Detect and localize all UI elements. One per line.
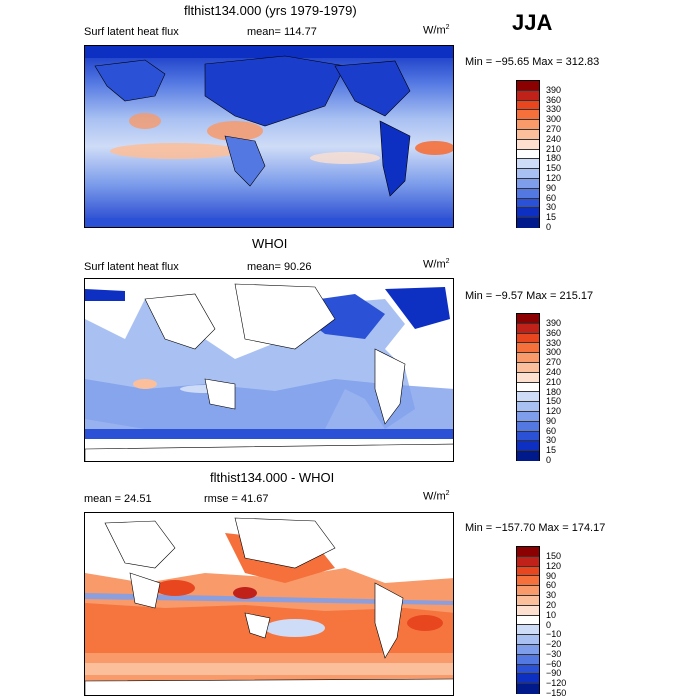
panel2-tick: 270 <box>546 357 562 367</box>
panel1-title: flthist134.000 (yrs 1979-1979) <box>184 3 357 18</box>
panel2-map <box>84 278 454 462</box>
panel3-minmax: Min = −157.70 Max = 174.17 <box>465 522 606 534</box>
panel3-mean-label: mean = 24.51 <box>84 493 152 505</box>
panel3-tick: 10 <box>546 610 557 620</box>
panel1-tick: 360 <box>546 95 562 105</box>
panel1-tick: 210 <box>546 144 562 154</box>
panel1-tick: 15 <box>546 212 557 222</box>
panel1-tick: 330 <box>546 104 562 114</box>
panel1-minmax: Min = −95.65 Max = 312.83 <box>465 56 600 68</box>
panel2-tick: 240 <box>546 367 562 377</box>
panel3-tick: −150 <box>546 688 567 698</box>
panel2-tick: 360 <box>546 328 562 338</box>
panel1-field-label: Surf latent heat flux <box>84 26 179 38</box>
panel3-tick: −90 <box>546 668 562 678</box>
panel1-tick: 390 <box>546 85 562 95</box>
panel1-tick: 120 <box>546 173 562 183</box>
panel1-tick: 60 <box>546 193 557 203</box>
panel2-minmax: Min = −9.57 Max = 215.17 <box>465 290 594 302</box>
panel3-tick: −120 <box>546 678 567 688</box>
panel1-tick: 150 <box>546 163 562 173</box>
panel3-tick: 0 <box>546 620 552 630</box>
panel1-tick: 90 <box>546 183 557 193</box>
panel1-tick: 300 <box>546 114 562 124</box>
panel3-tick: 20 <box>546 600 557 610</box>
panel2-tick: 390 <box>546 318 562 328</box>
panel1-units: W/m2 <box>423 24 450 37</box>
panel1-tick: 240 <box>546 134 562 144</box>
panel2-tick: 330 <box>546 338 562 348</box>
season-label: JJA <box>512 10 553 35</box>
panel2-field-label: Surf latent heat flux <box>84 261 179 273</box>
panel2-tick: 120 <box>546 406 562 416</box>
panel3-tick: 30 <box>546 590 557 600</box>
panel2-tick: 150 <box>546 396 562 406</box>
panel2-tick: 180 <box>546 387 562 397</box>
panel1-tick: 270 <box>546 124 562 134</box>
panel2-title: WHOI <box>252 236 288 251</box>
panel3-tick: 120 <box>546 561 562 571</box>
panel1-tick: 30 <box>546 202 557 212</box>
panel2-tick: 15 <box>546 445 557 455</box>
panel3-rmse-label: rmse = 41.67 <box>204 493 269 505</box>
panel3-tick: 90 <box>546 571 557 581</box>
panel2-units: W/m2 <box>423 258 450 271</box>
panel3-tick: 150 <box>546 551 562 561</box>
panel2-tick: 60 <box>546 426 557 436</box>
panel3-tick: −10 <box>546 629 562 639</box>
panel3-tick: −30 <box>546 649 562 659</box>
panel1-colorbar <box>516 80 540 228</box>
panel2-mean-label: mean= 90.26 <box>247 261 312 273</box>
panel3-tick: −20 <box>546 639 562 649</box>
panel2-tick: 210 <box>546 377 562 387</box>
panel2-tick: 90 <box>546 416 557 426</box>
panel1-map <box>84 45 454 228</box>
panel3-tick: 60 <box>546 580 557 590</box>
panel1-tick: 0 <box>546 222 552 232</box>
panel1-tick: 180 <box>546 153 562 163</box>
panel3-units: W/m2 <box>423 490 450 503</box>
panel2-tick: 300 <box>546 347 562 357</box>
panel1-mean-label: mean= 114.77 <box>247 26 317 38</box>
panel3-title: flthist134.000 - WHOI <box>210 470 335 485</box>
panel2-tick: 30 <box>546 435 557 445</box>
panel2-colorbar <box>516 313 540 461</box>
panel3-colorbar <box>516 546 540 694</box>
panel3-map <box>84 512 454 696</box>
panel3-tick: −60 <box>546 659 562 669</box>
panel2-tick: 0 <box>546 455 552 465</box>
